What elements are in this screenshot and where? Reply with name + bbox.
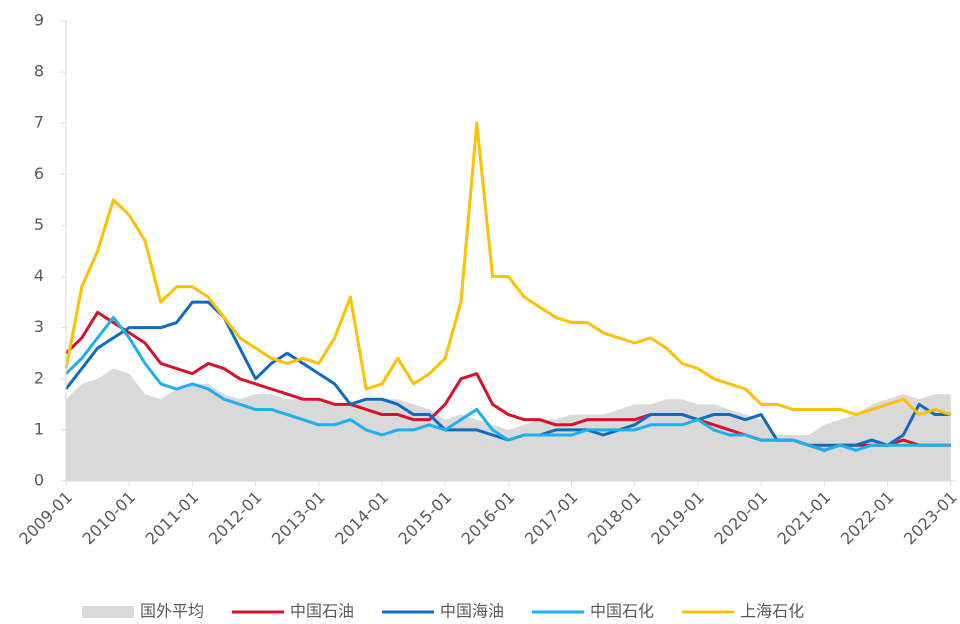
line	[64, 315, 951, 452]
y-tick-label: 4	[34, 266, 44, 285]
x-tick-label: 2015-01	[394, 488, 455, 549]
x-tick-label: 2012-01	[205, 488, 266, 549]
legend-label: 国外平均	[140, 602, 204, 621]
legend-label: 上海石化	[740, 602, 804, 621]
y-tick-label: 8	[34, 62, 44, 81]
y-tick-label: 9	[34, 11, 44, 30]
x-tick-label: 2016-01	[458, 488, 519, 549]
x-tick-label: 2014-01	[331, 488, 392, 549]
y-tick-label: 3	[34, 317, 44, 336]
x-tick-label: 2019-01	[647, 488, 708, 549]
x-tick-label: 2021-01	[774, 488, 835, 549]
x-tick-label: 2023-01	[900, 488, 960, 549]
area	[66, 368, 951, 481]
line	[64, 121, 952, 417]
x-tick-label: 2010-01	[78, 488, 139, 549]
x-tick-label: 2018-01	[584, 488, 645, 549]
x-tick-label: 2020-01	[710, 488, 771, 549]
legend-label: 中国石油	[290, 602, 354, 621]
x-tick-label: 2022-01	[837, 488, 898, 549]
y-tick-label: 1	[34, 419, 44, 438]
legend-label: 中国海油	[440, 602, 504, 621]
x-tick-label: 2013-01	[268, 488, 329, 549]
y-tick-label: 2	[34, 368, 44, 387]
legend-swatch	[82, 606, 134, 618]
y-tick-label: 6	[34, 164, 44, 183]
legend-label: 中国石化	[590, 602, 654, 621]
y-tick-label: 0	[34, 471, 44, 490]
x-tick-label: 2017-01	[521, 488, 582, 549]
x-tick-label: 2009-01	[15, 488, 76, 549]
y-tick-label: 5	[34, 215, 44, 234]
y-tick-label: 7	[34, 113, 44, 132]
x-tick-label: 2011-01	[142, 488, 203, 549]
